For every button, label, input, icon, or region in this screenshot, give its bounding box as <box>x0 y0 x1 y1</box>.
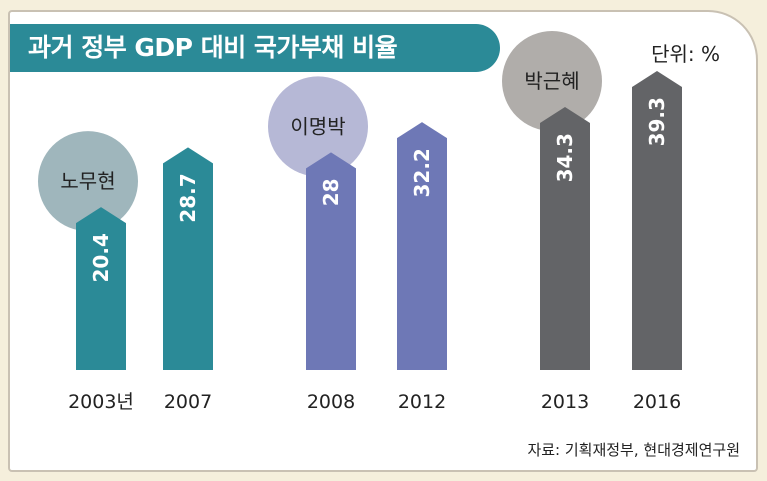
bar <box>306 152 356 370</box>
president-label: 박근혜 <box>524 69 579 93</box>
year-label: 2013 <box>541 391 589 413</box>
president-bubble <box>268 76 368 177</box>
president-label: 이명박 <box>290 114 345 138</box>
source-label: 자료: 기획재정부, 현대경제연구원 <box>527 441 740 459</box>
value-label: 39.3 <box>645 97 669 146</box>
year-label: 2008 <box>307 391 355 413</box>
president-label: 노무현 <box>60 169 115 193</box>
bar <box>540 107 590 370</box>
year-label: 2016 <box>633 391 681 413</box>
bar <box>163 147 213 370</box>
value-label: 28.7 <box>176 173 200 222</box>
bar <box>76 207 126 370</box>
unit-label: 단위: % <box>651 42 720 66</box>
chart-frame: 과거 정부 GDP 대비 국가부채 비율 단위: % 노무현 이명박 박근혜 20.4… <box>8 10 758 472</box>
bar-chart: 노무현 이명박 박근혜 20.4 2003년 28.7 2007 28 2008 32.2 2012… <box>38 31 682 413</box>
year-label: 2012 <box>398 391 446 413</box>
year-label: 2007 <box>164 391 212 413</box>
president-bubble <box>502 31 602 132</box>
bar <box>397 122 447 370</box>
chart-title: 과거 정부 GDP 대비 국가부채 비율 <box>10 24 500 72</box>
value-label: 28 <box>319 178 343 206</box>
bar <box>632 71 682 370</box>
value-label: 20.4 <box>89 233 113 282</box>
value-label: 32.2 <box>410 148 434 197</box>
year-label: 2003년 <box>68 391 134 413</box>
president-bubble <box>38 131 138 232</box>
value-label: 34.3 <box>553 133 577 182</box>
